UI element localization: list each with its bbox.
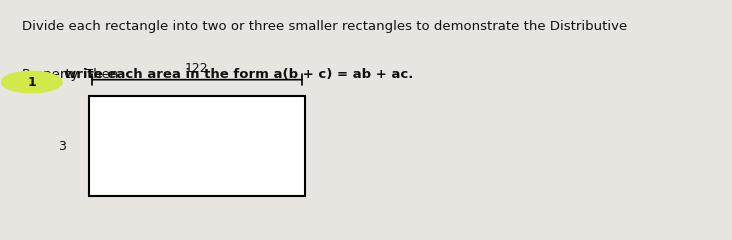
Circle shape [1,71,62,93]
Text: Divide each rectangle into two or three smaller rectangles to demonstrate the Di: Divide each rectangle into two or three … [22,20,627,33]
Text: Property. Then: Property. Then [22,68,122,81]
Text: 1: 1 [27,76,36,89]
Text: write each area in the form a(b + c) = ab + ac.: write each area in the form a(b + c) = a… [64,68,414,81]
FancyBboxPatch shape [89,96,305,196]
Text: 3: 3 [58,140,66,153]
Text: 122: 122 [185,62,209,75]
